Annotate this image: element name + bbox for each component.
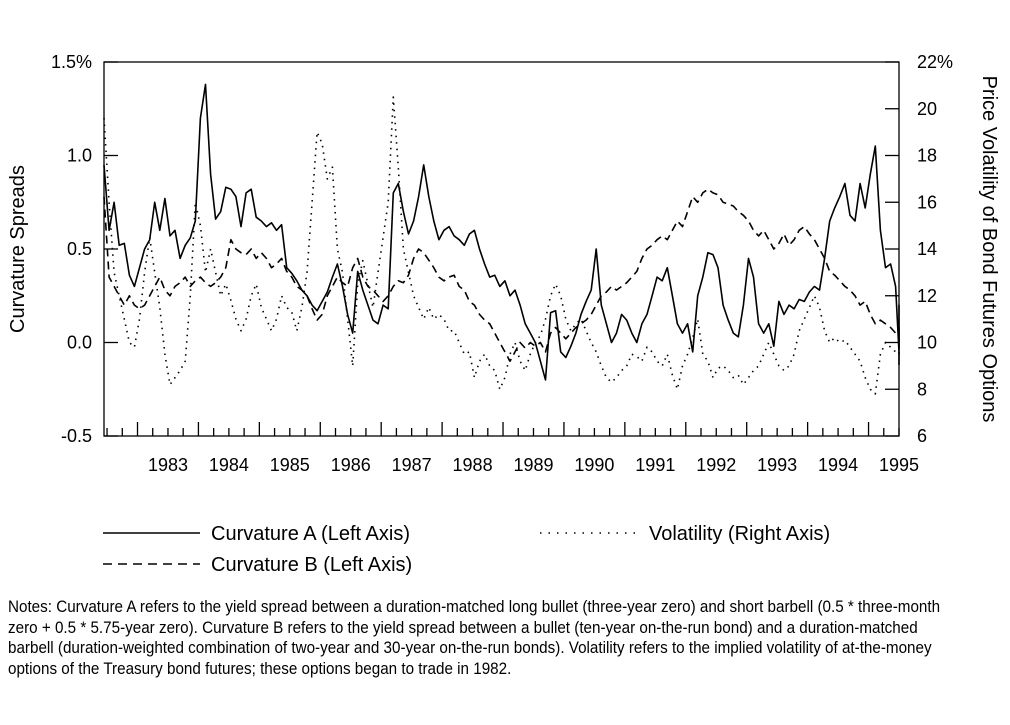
legend: Curvature A (Left Axis) Curvature B (Lef… — [103, 523, 830, 576]
x-tick-label-1984: 1984 — [209, 455, 249, 475]
plot-frame — [103, 61, 900, 437]
notes-caption: Notes: Curvature A refers to the yield s… — [8, 598, 941, 678]
series-line-volatility — [103, 96, 900, 395]
right-tick-label: 10 — [917, 333, 937, 353]
series-line-curvature-a — [103, 83, 900, 381]
x-tick-label-1989: 1989 — [513, 455, 553, 475]
right-tick-label: 20 — [917, 99, 937, 119]
right-tick-label: 12 — [917, 286, 937, 306]
left-tick-label: 0.0 — [67, 333, 92, 353]
x-tick-label-1992: 1992 — [696, 455, 736, 475]
x-axis: 1983 1984 1985 1986 1987 1988 1989 1990 1991 1992… — [106, 422, 919, 475]
x-tick-label-1994: 1994 — [818, 455, 858, 475]
x-tick-label-1993: 1993 — [757, 455, 797, 475]
legend-label-curvature-a: Curvature A (Left Axis) — [211, 523, 410, 545]
right-tick-label: 16 — [917, 192, 937, 212]
x-tick-label-1990: 1990 — [574, 455, 614, 475]
left-tick-label: -0.5 — [61, 426, 92, 446]
left-tick-label: 1.5% — [51, 52, 92, 72]
x-tick-label-1983: 1983 — [148, 455, 188, 475]
x-tick-label-1991: 1991 — [635, 455, 675, 475]
right-axis: 6 8 10 12 14 16 18 20 22% — [885, 52, 953, 446]
chart-svg: -0.5 0.0 0.5 1.0 1.5% 6 8 10 12 14 16 18 20 22% 1983… — [7, 52, 1000, 576]
right-tick-label: 22% — [917, 52, 953, 72]
left-tick-label: 1.0 — [67, 146, 92, 166]
right-tick-label: 8 — [917, 379, 927, 399]
x-tick-label-1988: 1988 — [453, 455, 493, 475]
right-tick-label: 18 — [917, 146, 937, 166]
series-layer — [103, 83, 900, 395]
x-tick-label-1986: 1986 — [331, 455, 371, 475]
left-tick-label: 0.5 — [67, 239, 92, 259]
right-axis-title: Price Volatility of Bond Futures Options — [978, 76, 1000, 423]
right-tick-label: 14 — [917, 239, 937, 259]
legend-label-curvature-b: Curvature B (Left Axis) — [211, 554, 412, 576]
left-axis: -0.5 0.0 0.5 1.0 1.5% — [51, 52, 118, 446]
right-tick-label: 6 — [917, 426, 927, 446]
left-axis-title: Curvature Spreads — [7, 165, 29, 333]
x-tick-label-1995: 1995 — [879, 455, 919, 475]
x-tick-label-1985: 1985 — [270, 455, 310, 475]
legend-label-volatility: Volatility (Right Axis) — [649, 523, 830, 545]
series-line-curvature-b — [103, 188, 900, 363]
x-tick-label-1987: 1987 — [392, 455, 432, 475]
